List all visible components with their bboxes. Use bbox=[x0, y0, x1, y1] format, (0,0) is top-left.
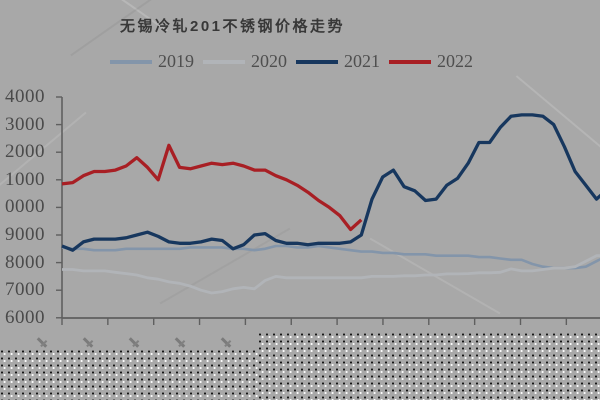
y-tick-label: 0000 bbox=[5, 196, 45, 218]
legend-swatch-2021 bbox=[296, 59, 338, 64]
series-line-2019 bbox=[61, 244, 600, 270]
y-tick-label: 4000 bbox=[5, 86, 45, 107]
legend-swatch-2022 bbox=[389, 59, 431, 64]
chart-legend: 2019 2020 2021 2022 bbox=[110, 51, 482, 72]
legend-label: 2022 bbox=[437, 51, 473, 71]
legend-item-2022: 2022 bbox=[389, 51, 473, 72]
legend-label: 2019 bbox=[158, 51, 194, 71]
y-tick-label: 8000 bbox=[5, 251, 45, 273]
y-tick-label: 6000 bbox=[5, 306, 45, 328]
legend-item-2021: 2021 bbox=[296, 51, 380, 72]
legend-item-2019: 2019 bbox=[110, 51, 194, 72]
y-tick-label: 3000 bbox=[5, 113, 45, 135]
series-line-2020 bbox=[62, 254, 600, 295]
y-tick-label: 7000 bbox=[5, 279, 45, 301]
series-line-2022 bbox=[61, 143, 363, 232]
legend-item-2020: 2020 bbox=[203, 51, 287, 72]
legend-label: 2020 bbox=[251, 51, 287, 71]
legend-swatch-2020 bbox=[203, 59, 245, 64]
chart-title: 无锡冷轧201不锈钢价格走势 bbox=[120, 18, 346, 35]
dither-pattern-right bbox=[258, 332, 600, 400]
legend-swatch-2019 bbox=[110, 59, 152, 64]
series-line-2021 bbox=[61, 113, 600, 252]
y-tick-label: 9000 bbox=[5, 224, 45, 245]
dither-pattern-left bbox=[0, 349, 258, 400]
y-tick-label: 1000 bbox=[5, 168, 45, 190]
legend-label: 2021 bbox=[344, 51, 380, 71]
y-tick-label: 2000 bbox=[5, 141, 45, 163]
